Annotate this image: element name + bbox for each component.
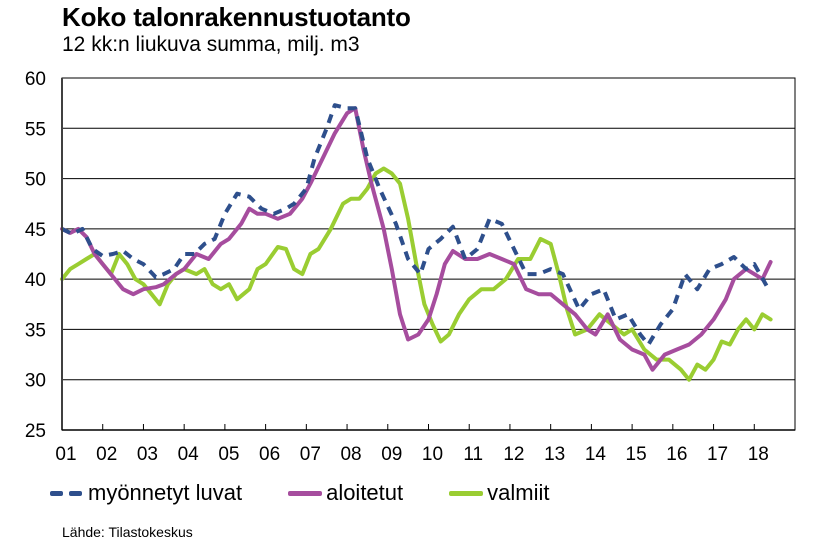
y-tick-label: 25 [25,421,46,442]
x-tick-label: 03 [137,444,158,465]
legend-item-valmiit: valmiit [449,480,549,506]
solid-line-swatch-icon [449,490,484,496]
x-tick-label: 12 [503,444,524,465]
y-tick-label: 40 [25,270,46,291]
x-tick-label: 06 [259,444,280,465]
x-tick-label: 09 [381,444,402,465]
y-tick-label: 35 [25,320,46,341]
legend-item-myonnetyt-luvat: myönnetyt luvat [50,480,242,506]
x-tick-label: 17 [707,444,728,465]
x-tick-label: 14 [585,444,607,465]
legend-label: valmiit [487,480,550,505]
data-series [60,103,773,382]
dashed-line-swatch-icon [50,490,84,496]
legend-item-aloitetut: aloitetut [288,480,403,506]
y-tick-label: 45 [25,220,46,241]
x-tick-label: 15 [626,444,647,465]
y-tick-label: 50 [25,170,46,191]
gridlines [62,127,795,430]
legend-label: aloitetut [326,480,404,505]
y-axis-labels: 25 30 35 40 45 50 55 60 [25,69,46,442]
x-tick-label: 16 [666,444,687,465]
series-line-aloitetut [60,106,773,372]
y-tick-label: 60 [25,69,46,90]
x-tick-label: 01 [55,444,76,465]
solid-line-swatch-icon [288,490,323,496]
x-axis-labels: 01 02 03 04 05 06 07 08 09 10 11 12 13 14 15 16 17 18 [55,444,768,465]
x-tick-label: 10 [422,444,443,465]
x-tick-label: 08 [340,444,361,465]
x-tick-label: 04 [178,444,200,465]
x-tick-label: 05 [218,444,239,465]
x-tick-label: 11 [463,444,483,465]
y-tick-label: 30 [25,371,46,392]
x-tick-label: 13 [544,444,565,465]
x-tick-label: 02 [96,444,117,465]
series-line-myonnetyt-luvat [61,103,771,347]
y-tick-label: 55 [25,119,46,140]
source-note: Lähde: Tilastokeskus [62,524,193,540]
legend: myönnetyt luvat aloitetut valmiit [50,478,595,508]
x-tick-label: 07 [300,444,321,465]
x-tick-label: 18 [748,444,769,465]
chart-subtitle: 12 kk:n liukuva summa, milj. m3 [62,33,360,56]
chart-title: Koko talonrakennustuotanto [62,2,411,32]
legend-label: myönnetyt luvat [88,480,243,505]
